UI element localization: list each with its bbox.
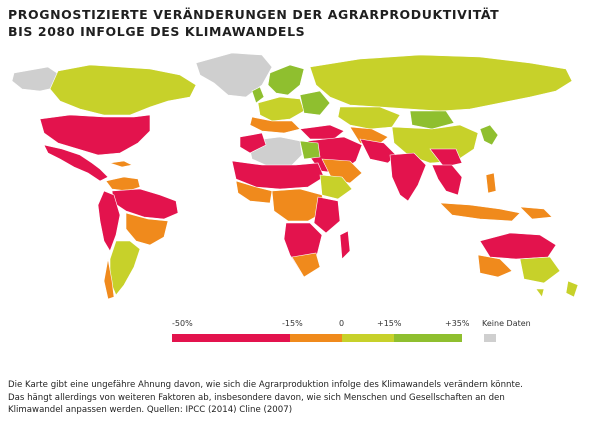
title-line-2: BIS 2080 INFOLGE DES KLIMAWANDELS <box>8 24 306 39</box>
region-maghreb <box>239 132 267 154</box>
legend-label-plus35: +35% <box>445 319 470 328</box>
region-sahel <box>231 160 325 190</box>
region-west-europe <box>257 96 305 122</box>
region-central-asia <box>349 126 389 146</box>
region-egypt <box>299 140 321 160</box>
legend-label-plus15: +15% <box>377 319 402 328</box>
legend-swatch-plus15-plus35 <box>394 334 462 342</box>
legend-label-zero: 0 <box>339 319 345 328</box>
region-russia <box>309 54 573 112</box>
region-madagascar <box>339 230 351 260</box>
region-chile-south <box>103 258 115 300</box>
region-tasmania <box>535 288 545 298</box>
world-map <box>11 52 579 300</box>
region-turkey-caucasus <box>299 124 345 140</box>
region-caribbean <box>109 160 133 168</box>
region-new-guinea <box>519 206 553 220</box>
region-kazakhstan <box>337 106 401 130</box>
region-australia-west <box>477 254 513 278</box>
region-south-africa <box>291 252 321 278</box>
region-west-africa <box>235 180 273 204</box>
note-line-3: Klimawandel anpassen werden. Quellen: IP… <box>8 405 293 415</box>
region-venezuela <box>105 176 141 192</box>
legend-label-minus15: -15% <box>282 319 303 328</box>
legend-swatch-no-data <box>484 334 496 342</box>
legend-label-minus50: -50% <box>172 319 193 328</box>
region-australia-north <box>479 232 557 260</box>
region-uk <box>251 86 265 104</box>
note-line-1: Die Karte gibt eine ungefähre Ahnung dav… <box>8 380 523 390</box>
region-horn-africa <box>319 174 353 200</box>
region-mongolia <box>409 110 455 130</box>
map-title: PROGNOSTIZIERTE VERÄNDERUNGEN DER AGRARP… <box>8 6 568 40</box>
legend-swatch-minus50-minus15 <box>172 334 290 342</box>
region-korea-japan <box>479 124 499 146</box>
legend-swatch-minus15-zero <box>290 334 342 342</box>
region-india <box>389 152 427 202</box>
legend-swatch-zero-plus15 <box>342 334 394 342</box>
title-line-1: PROGNOSTIZIERTE VERÄNDERUNGEN DER AGRARP… <box>8 7 500 22</box>
note-line-2: Das hängt allerdings von weiteren Faktor… <box>8 392 505 403</box>
region-andes <box>97 190 121 252</box>
region-australia-southeast <box>519 256 561 284</box>
region-alaska <box>11 66 61 92</box>
region-east-europe <box>299 90 331 116</box>
map-description: Die Karte gibt eine ungefähre Ahnung dav… <box>8 379 584 417</box>
region-indonesia <box>439 202 521 222</box>
region-brazil-north <box>111 188 179 220</box>
region-usa <box>39 114 151 156</box>
region-new-zealand <box>565 280 579 298</box>
region-brazil-south <box>125 212 169 246</box>
region-south-europe <box>249 116 301 134</box>
map-legend: -50% -15% 0 +15% +35% Keine Daten <box>0 315 590 355</box>
region-mexico <box>43 144 109 182</box>
region-east-africa <box>313 196 341 234</box>
legend-label-no-data: Keine Daten <box>482 319 531 328</box>
region-canada <box>49 64 197 116</box>
region-scandinavia <box>267 64 305 96</box>
region-philippines <box>485 172 497 194</box>
region-argentina <box>109 240 141 296</box>
region-southeast-asia <box>431 164 463 196</box>
region-china-south <box>429 148 463 168</box>
